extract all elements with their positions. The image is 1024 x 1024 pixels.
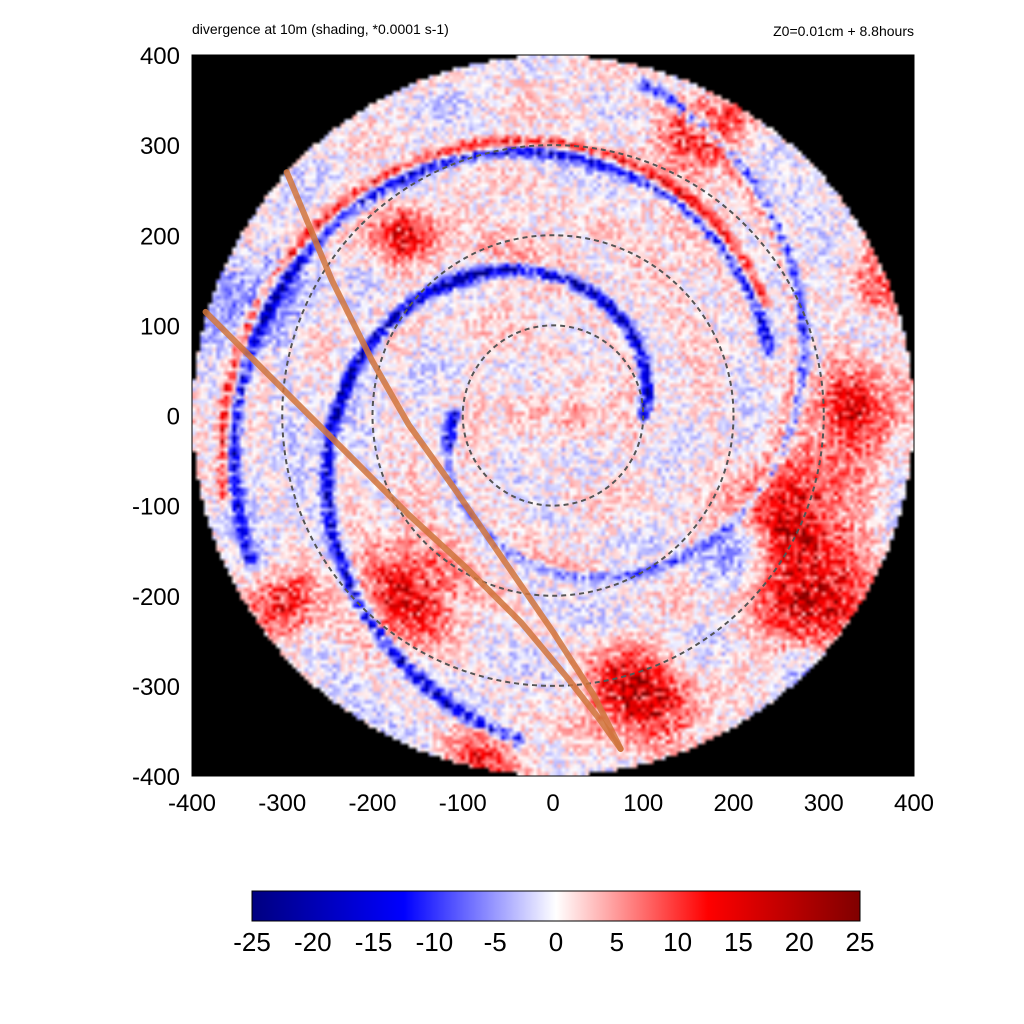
x-tick-label: 200	[713, 790, 753, 817]
y-tick-label: 300	[140, 133, 180, 160]
colorbar-tick-label: -25	[233, 927, 271, 957]
x-tick-label: 0	[546, 790, 559, 817]
colorbar-tick-label: -20	[294, 927, 332, 957]
x-tick-label: 100	[623, 790, 663, 817]
x-axis: -400 -300 -200 -100 0 100 200 300 400	[168, 790, 934, 817]
colorbar: -25 -20 -15 -10 -5 0 5 10 15 20 25	[233, 890, 874, 957]
colorbar-tick-label: 10	[663, 927, 692, 957]
colorbar-gradient	[251, 890, 861, 922]
y-axis: 400 300 200 100 0 -100 -200 -300 -400	[132, 43, 180, 791]
storm-track-line	[283, 169, 624, 752]
colorbar-tick-label: 5	[610, 927, 624, 957]
divergence-field	[192, 55, 914, 776]
colorbar-tick-label: -5	[484, 927, 507, 957]
chart-title: divergence at 10m (shading, *0.0001 s-1)	[192, 21, 449, 37]
x-tick-label: -200	[348, 790, 396, 817]
x-tick-label: -100	[439, 790, 487, 817]
plot-area	[191, 54, 915, 777]
x-tick-label: 300	[804, 790, 844, 817]
y-tick-label: -300	[132, 674, 180, 701]
plot-border	[191, 54, 915, 777]
y-tick-label: 400	[140, 43, 180, 70]
x-tick-label: -300	[258, 790, 306, 817]
y-tick-label: -100	[132, 494, 180, 521]
x-tick-label: 400	[894, 790, 934, 817]
range-ring	[281, 144, 825, 687]
range-ring	[461, 324, 645, 507]
y-tick-label: 0	[167, 404, 180, 431]
colorbar-tick-label: -10	[416, 927, 454, 957]
range-ring	[371, 234, 735, 597]
x-tick-label: -400	[168, 790, 216, 817]
y-tick-label: -400	[132, 764, 180, 791]
colorbar-tick-label: -15	[355, 927, 393, 957]
colorbar-ticks: -25 -20 -15 -10 -5 0 5 10 15 20 25	[233, 927, 874, 957]
colorbar-tick-label: 20	[785, 927, 814, 957]
range-rings	[281, 144, 825, 687]
colorbar-tick-label: 25	[846, 927, 875, 957]
colorbar-tick-label: 0	[549, 927, 563, 957]
y-tick-label: 200	[140, 223, 180, 250]
chart-subtitle: Z0=0.01cm + 8.8hours	[773, 23, 914, 39]
storm-tracks	[202, 169, 624, 752]
storm-track-line	[202, 308, 624, 752]
y-tick-label: 100	[140, 313, 180, 340]
colorbar-tick-label: 15	[724, 927, 753, 957]
y-tick-label: -200	[132, 584, 180, 611]
